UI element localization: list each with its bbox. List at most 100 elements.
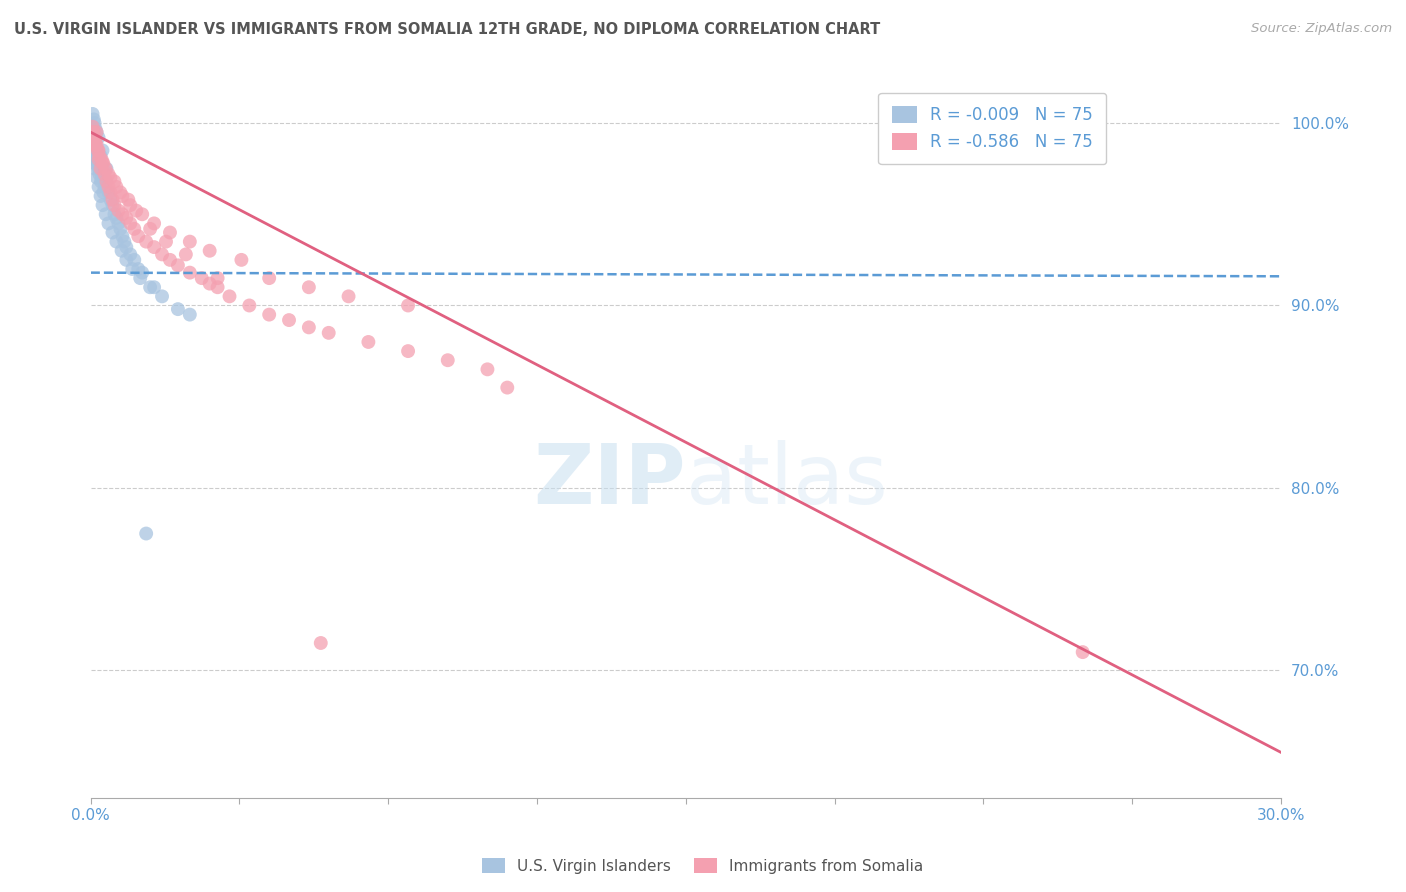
Point bbox=[105, 180, 128, 194]
Point bbox=[111, 189, 134, 203]
Point bbox=[298, 280, 321, 294]
Point bbox=[97, 216, 120, 230]
Point bbox=[257, 308, 280, 322]
Point bbox=[143, 240, 166, 254]
Point bbox=[135, 526, 157, 541]
Point bbox=[87, 130, 110, 145]
Point bbox=[111, 229, 134, 244]
Point bbox=[159, 252, 181, 267]
Point bbox=[87, 144, 110, 158]
Point bbox=[120, 198, 142, 212]
Point bbox=[120, 247, 142, 261]
Point bbox=[86, 170, 108, 185]
Point bbox=[82, 120, 104, 134]
Point bbox=[87, 153, 110, 167]
Point bbox=[82, 125, 104, 139]
Point bbox=[115, 211, 138, 225]
Point bbox=[101, 226, 124, 240]
Point bbox=[298, 320, 321, 334]
Point bbox=[83, 130, 105, 145]
Point bbox=[87, 161, 110, 176]
Point bbox=[105, 235, 128, 249]
Point bbox=[83, 149, 105, 163]
Point bbox=[91, 198, 114, 212]
Point bbox=[86, 125, 108, 139]
Point bbox=[87, 144, 110, 158]
Point bbox=[94, 207, 117, 221]
Point bbox=[278, 313, 301, 327]
Point bbox=[120, 216, 142, 230]
Point bbox=[101, 193, 124, 207]
Point bbox=[111, 207, 134, 221]
Point bbox=[207, 271, 229, 285]
Point bbox=[309, 636, 332, 650]
Point bbox=[396, 298, 419, 312]
Point bbox=[82, 137, 104, 152]
Point bbox=[83, 156, 105, 170]
Point bbox=[257, 271, 280, 285]
Point bbox=[105, 211, 128, 225]
Point bbox=[90, 161, 112, 176]
Point bbox=[82, 137, 104, 152]
Point bbox=[231, 252, 253, 267]
Point bbox=[129, 271, 152, 285]
Point bbox=[83, 130, 105, 145]
Point bbox=[93, 167, 115, 181]
Point bbox=[396, 344, 419, 359]
Point bbox=[337, 289, 360, 303]
Point bbox=[218, 289, 240, 303]
Point bbox=[91, 167, 114, 181]
Legend: U.S. Virgin Islanders, Immigrants from Somalia: U.S. Virgin Islanders, Immigrants from S… bbox=[477, 852, 929, 880]
Point bbox=[131, 266, 153, 280]
Point bbox=[91, 156, 114, 170]
Point bbox=[107, 203, 129, 218]
Point bbox=[174, 247, 197, 261]
Point bbox=[110, 222, 132, 236]
Point bbox=[477, 362, 499, 376]
Point bbox=[84, 137, 107, 152]
Point bbox=[179, 235, 201, 249]
Point bbox=[103, 207, 125, 221]
Point bbox=[198, 244, 221, 258]
Point bbox=[82, 134, 104, 148]
Point bbox=[84, 134, 107, 148]
Point bbox=[87, 153, 110, 167]
Point bbox=[101, 198, 124, 212]
Point bbox=[135, 235, 157, 249]
Point bbox=[86, 125, 108, 139]
Point bbox=[97, 186, 120, 200]
Point bbox=[93, 180, 115, 194]
Point bbox=[155, 235, 177, 249]
Point bbox=[84, 137, 107, 152]
Point bbox=[82, 120, 104, 134]
Point bbox=[100, 193, 122, 207]
Point bbox=[86, 144, 108, 158]
Point bbox=[82, 134, 104, 148]
Point bbox=[90, 174, 112, 188]
Point bbox=[83, 130, 105, 145]
Point bbox=[82, 125, 104, 139]
Point bbox=[83, 116, 105, 130]
Point bbox=[91, 144, 114, 158]
Point bbox=[179, 308, 201, 322]
Point bbox=[86, 153, 108, 167]
Point bbox=[83, 112, 105, 127]
Point bbox=[1071, 645, 1094, 659]
Text: atlas: atlas bbox=[686, 441, 887, 522]
Point bbox=[89, 149, 111, 163]
Point bbox=[103, 174, 125, 188]
Point bbox=[90, 189, 112, 203]
Point bbox=[87, 156, 110, 170]
Point bbox=[103, 198, 125, 212]
Point bbox=[82, 125, 104, 139]
Point bbox=[150, 289, 173, 303]
Point bbox=[115, 240, 138, 254]
Point bbox=[143, 216, 166, 230]
Point bbox=[238, 298, 260, 312]
Point bbox=[86, 149, 108, 163]
Point bbox=[89, 167, 111, 181]
Point bbox=[139, 280, 162, 294]
Point bbox=[159, 226, 181, 240]
Point bbox=[86, 137, 108, 152]
Point bbox=[90, 170, 112, 185]
